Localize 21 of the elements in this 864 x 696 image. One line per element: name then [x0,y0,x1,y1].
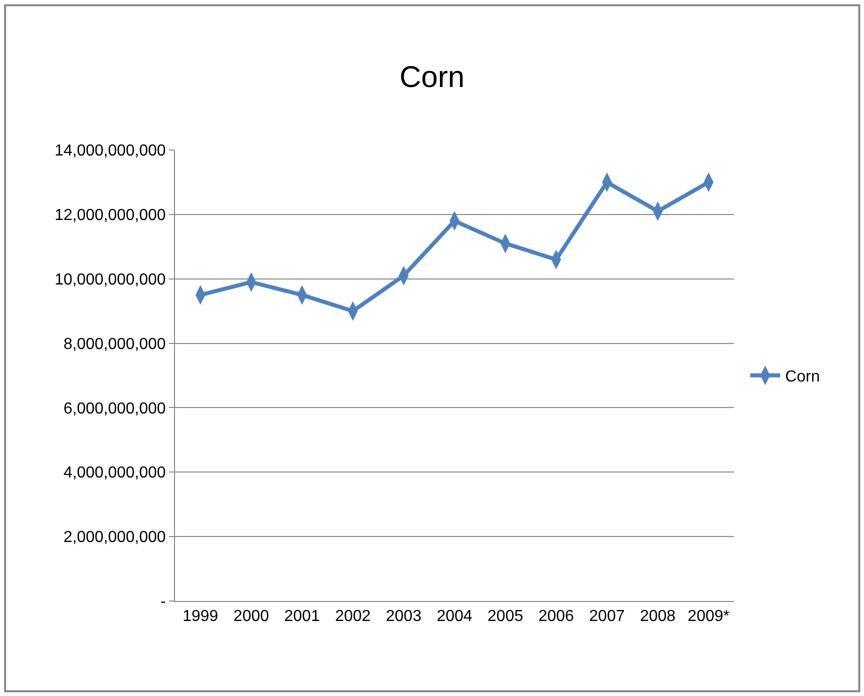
y-tick-label: 14,000,000,000 [54,142,166,160]
y-tick-label: 4,000,000,000 [63,464,166,482]
x-tick-label: 2001 [284,608,320,626]
x-tick-label: 2005 [488,608,524,626]
y-tick-label: 10,000,000,000 [54,271,166,288]
legend-label: Corn [785,368,820,386]
x-tick-label: 1999 [182,608,218,626]
x-tick-label: 2002 [335,608,371,626]
x-tick-label: 2007 [589,608,625,626]
x-tick-label: 2006 [538,608,574,626]
y-tick-label: - [160,594,166,611]
y-tick-label: 12,000,000,000 [54,207,166,224]
x-tick-label: 2008 [640,608,676,626]
y-tick-label: 8,000,000,000 [63,336,166,353]
x-tick-label: 2004 [436,608,472,626]
x-tick-label: 2009* [688,608,730,626]
y-tick-label: 6,000,000,000 [63,400,166,418]
x-tick-label: 2000 [233,608,270,626]
y-tick-label: 2,000,000,000 [63,529,166,546]
x-tick-label: 2003 [386,608,422,626]
chart-title: Corn [399,61,465,94]
